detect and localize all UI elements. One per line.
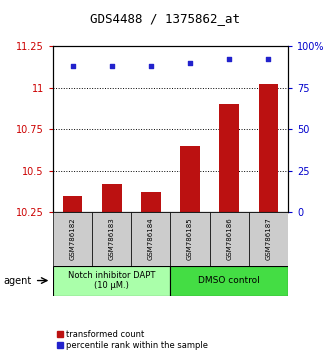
- Point: [148, 63, 154, 69]
- Text: DMSO control: DMSO control: [198, 276, 260, 285]
- Text: GSM786183: GSM786183: [109, 218, 115, 260]
- Bar: [170, 212, 210, 266]
- Point: [187, 60, 193, 65]
- Text: Notch inhibitor DAPT
(10 μM.): Notch inhibitor DAPT (10 μM.): [68, 271, 155, 290]
- Point: [226, 57, 232, 62]
- Bar: [210, 212, 249, 266]
- Bar: [131, 212, 170, 266]
- Text: GSM786187: GSM786187: [265, 218, 271, 260]
- Text: GSM786184: GSM786184: [148, 218, 154, 260]
- Bar: [219, 104, 239, 212]
- Text: agent: agent: [3, 275, 31, 286]
- Bar: [141, 193, 161, 212]
- Bar: [249, 212, 288, 266]
- Text: GDS4488 / 1375862_at: GDS4488 / 1375862_at: [90, 12, 241, 25]
- Bar: [180, 146, 200, 212]
- Bar: [102, 184, 121, 212]
- Bar: [92, 212, 131, 266]
- Text: GSM786182: GSM786182: [70, 218, 75, 260]
- Legend: transformed count, percentile rank within the sample: transformed count, percentile rank withi…: [57, 330, 208, 350]
- Bar: [53, 212, 92, 266]
- Point: [109, 63, 114, 69]
- Bar: [53, 266, 170, 296]
- Point: [266, 57, 271, 62]
- Point: [70, 63, 75, 69]
- Text: GSM786186: GSM786186: [226, 218, 232, 260]
- Bar: [63, 196, 82, 212]
- Bar: [170, 266, 288, 296]
- Bar: [259, 84, 278, 212]
- Text: GSM786185: GSM786185: [187, 218, 193, 260]
